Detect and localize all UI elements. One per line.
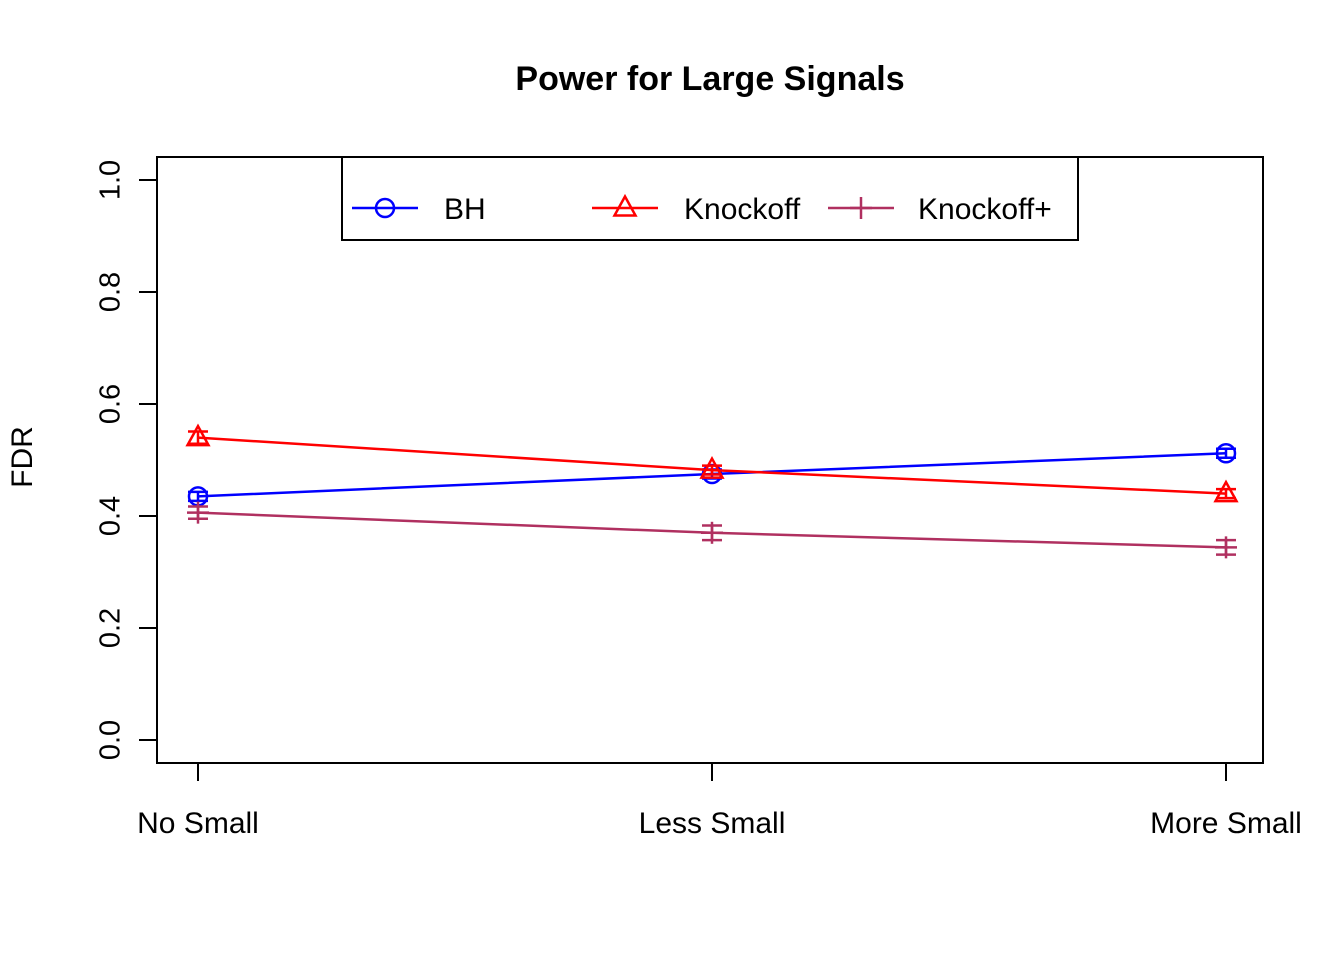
- y-tick-label: 0.4: [95, 496, 127, 536]
- x-tick-label: No Small: [137, 807, 259, 840]
- y-tick-label: 0.2: [95, 608, 127, 648]
- marker-triangle: [699, 455, 725, 479]
- chart-title: Power for Large Signals: [515, 60, 905, 98]
- legend-item-label: Knockoff: [684, 193, 801, 226]
- marker-triangle: [185, 423, 211, 447]
- marker-circle: [374, 197, 396, 219]
- marker-triangle: [1213, 479, 1239, 503]
- y-tick-label: 1.0: [95, 160, 127, 200]
- legend-item-label: BH: [444, 193, 486, 226]
- x-tick-label: More Small: [1150, 807, 1302, 840]
- legend-item-label: Knockoff+: [918, 193, 1052, 226]
- y-tick-label: 0.0: [95, 720, 127, 760]
- y-tick-label: 0.8: [95, 272, 127, 312]
- marker-circle: [1215, 443, 1237, 464]
- marker-triangle: [612, 193, 638, 217]
- y-tick-label: 0.6: [95, 384, 127, 424]
- legend-box: [341, 156, 1079, 241]
- x-tick-label: Less Small: [639, 807, 786, 840]
